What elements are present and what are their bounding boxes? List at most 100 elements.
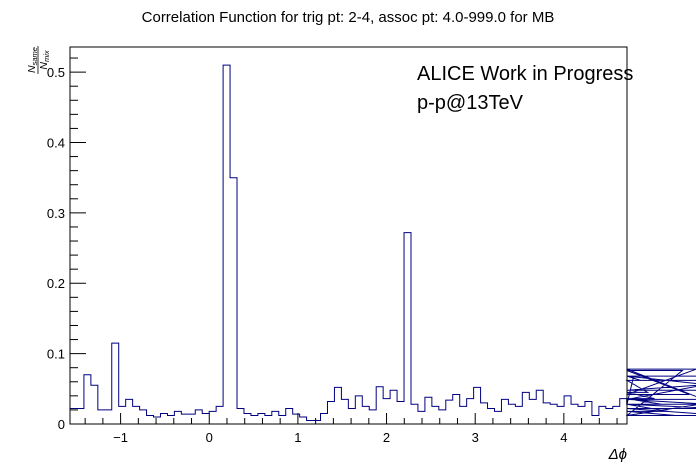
x-tick-label: −1	[113, 430, 128, 445]
histogram-bin	[244, 413, 251, 414]
annotation-collision-system: p-p@13TeV	[417, 92, 524, 114]
histogram-bin	[84, 375, 91, 376]
histogram-bin	[474, 387, 481, 388]
plot-frame	[69, 46, 628, 425]
histogram-bin	[564, 396, 571, 397]
histogram-bin	[272, 411, 279, 412]
histogram-bin	[404, 233, 411, 234]
y-label-denominator: N	[38, 62, 50, 70]
annotation-experiment: ALICE Work in Progress	[417, 63, 633, 85]
y-label-numerator: N	[26, 65, 38, 73]
y-tick-label: 0.1	[47, 347, 65, 362]
y-axis-label: Nsame Nmix	[26, 46, 51, 74]
histogram-bin	[126, 399, 133, 400]
histogram-bin	[230, 178, 237, 179]
histogram-bin	[467, 399, 474, 400]
histogram-bin	[362, 406, 369, 407]
histogram-bin	[397, 401, 404, 402]
histogram-bin	[334, 387, 341, 388]
histogram-bin	[606, 409, 613, 410]
histogram-bin	[265, 416, 272, 417]
histogram-bin	[188, 414, 195, 415]
histogram-bin	[237, 409, 244, 410]
histogram-bin	[133, 406, 140, 407]
histogram-bin	[578, 406, 585, 407]
histogram-bin	[91, 385, 98, 386]
histogram-bin	[181, 414, 188, 415]
histogram-bin	[460, 406, 467, 407]
chart-title: Correlation Function for trig pt: 2-4, a…	[142, 9, 555, 26]
y-tick-label: 0.5	[47, 65, 65, 80]
svg-text:Nsame: Nsame	[26, 47, 39, 73]
histogram-bin	[167, 416, 174, 417]
y-label-numerator-sub: same	[30, 47, 39, 65]
histogram-bin	[154, 417, 161, 418]
histogram-bin	[314, 420, 321, 421]
histogram-bin	[376, 387, 383, 388]
histogram-bin	[620, 399, 627, 400]
svg-text:Nmix: Nmix	[38, 50, 51, 70]
y-tick-label: 0.3	[47, 206, 65, 221]
histogram-bin	[160, 413, 167, 414]
histogram-bin	[599, 406, 606, 407]
histogram-bin	[529, 399, 536, 400]
histogram-bin	[300, 417, 307, 418]
histogram-bin	[383, 399, 390, 400]
histogram-bin	[279, 416, 286, 417]
histogram-bin	[543, 403, 550, 404]
histogram-bin	[494, 411, 501, 412]
histogram-bin	[508, 404, 515, 405]
histogram-bin	[307, 420, 314, 421]
histogram-bin	[536, 390, 543, 391]
y-tick-label: 0.2	[47, 276, 65, 291]
histogram-bin	[112, 343, 119, 344]
histogram-bin	[425, 397, 432, 398]
x-tick-label: 2	[383, 430, 390, 445]
histogram-bin	[251, 416, 258, 417]
histogram-bin	[585, 401, 592, 402]
histogram-bin	[98, 410, 105, 411]
histogram-bin	[488, 409, 495, 410]
histogram-bin	[348, 409, 355, 410]
histogram-bin	[147, 416, 154, 417]
histogram-bin	[439, 410, 446, 411]
histogram-bin	[223, 65, 230, 66]
histogram-bin	[70, 409, 77, 410]
histogram-bin	[557, 406, 564, 407]
histogram-bin	[481, 403, 488, 404]
histogram-bin	[613, 406, 620, 407]
x-tick-label: 4	[560, 430, 567, 445]
histogram-series	[70, 64, 696, 421]
histogram-bin	[286, 409, 293, 410]
histogram-bin	[446, 400, 453, 401]
histogram-bin	[140, 410, 147, 411]
histogram-bin	[522, 392, 529, 393]
y-tick-label: 0.4	[47, 135, 65, 150]
histogram-bin	[321, 413, 328, 414]
histogram-bin	[571, 404, 578, 405]
histogram-bin	[77, 409, 84, 410]
histogram-bin	[369, 410, 376, 411]
x-axis-label: Δϕ	[608, 446, 627, 463]
histogram-bin	[592, 416, 599, 417]
histogram-bin	[209, 411, 216, 412]
x-tick-label: 1	[294, 430, 301, 445]
histogram-bin	[550, 404, 557, 405]
histogram-bin	[105, 410, 112, 411]
y-tick-label: 0	[58, 417, 65, 432]
histogram-bin	[327, 401, 334, 402]
histogram-bin	[341, 399, 348, 400]
histogram-bin	[216, 406, 223, 407]
histogram-bin	[195, 410, 202, 411]
histogram-bin	[432, 406, 439, 407]
y-label-denominator-sub: mix	[42, 50, 51, 62]
histogram-bin	[355, 396, 362, 397]
histogram-bin	[293, 414, 300, 415]
histogram-bin	[390, 390, 397, 391]
histogram-bin	[258, 413, 265, 414]
histogram-bin	[174, 411, 181, 412]
histogram-bin	[453, 394, 460, 395]
histogram-bin	[119, 406, 126, 407]
